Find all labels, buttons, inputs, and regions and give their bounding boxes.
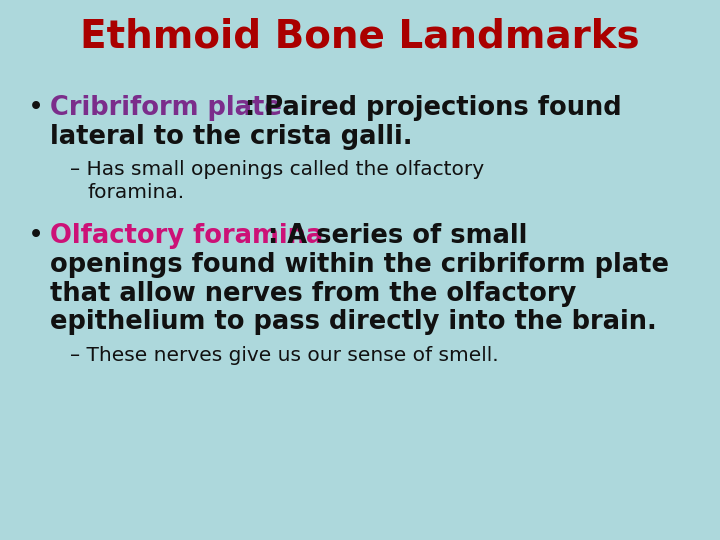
Text: lateral to the crista galli.: lateral to the crista galli. [50,124,413,150]
Text: : A series of small: : A series of small [268,224,527,249]
Text: Olfactory foramina: Olfactory foramina [50,224,323,249]
Text: •: • [28,95,44,121]
Text: – These nerves give us our sense of smell.: – These nerves give us our sense of smel… [70,346,499,365]
Text: epithelium to pass directly into the brain.: epithelium to pass directly into the bra… [50,309,657,335]
Text: Cribriform plate: Cribriform plate [50,95,282,121]
Text: foramina.: foramina. [88,183,185,202]
Text: openings found within the cribriform plate: openings found within the cribriform pla… [50,252,669,278]
Text: Ethmoid Bone Landmarks: Ethmoid Bone Landmarks [80,18,640,56]
Text: – Has small openings called the olfactory: – Has small openings called the olfactor… [70,160,484,179]
Text: : Paired projections found: : Paired projections found [245,95,621,121]
Text: •: • [28,224,44,249]
Text: that allow nerves from the olfactory: that allow nerves from the olfactory [50,281,576,307]
